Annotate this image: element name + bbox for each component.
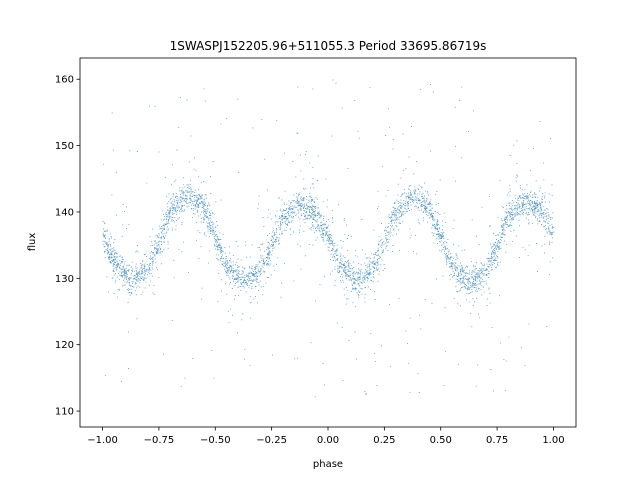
y-tick-label: 120	[55, 340, 74, 351]
y-axis-label: flux	[27, 233, 38, 252]
y-tick-label: 140	[55, 207, 74, 218]
data-points	[102, 79, 555, 398]
x-tick-label: −1.00	[87, 435, 118, 446]
x-axis: −1.00 −0.75 −0.50 −0.25 0.00 0.25 0.50 0.75 1.00	[87, 427, 565, 446]
y-tick-label: 130	[55, 274, 74, 285]
x-tick-label: 0.00	[317, 435, 339, 446]
x-tick-label: 0.75	[486, 435, 508, 446]
chart-title: 1SWASPJ152205.96+511055.3 Period 33695.8…	[170, 39, 487, 53]
x-tick-label: 0.25	[373, 435, 395, 446]
plot-area-frame	[79, 57, 577, 428]
x-axis-label: phase	[313, 459, 343, 470]
scatter-points	[102, 79, 555, 398]
x-tick-label: −0.25	[256, 435, 287, 446]
y-tick-label: 110	[55, 407, 74, 418]
x-tick-label: −0.50	[200, 435, 231, 446]
x-tick-label: 0.50	[430, 435, 452, 446]
x-tick-label: 1.00	[542, 435, 564, 446]
y-tick-label: 160	[55, 75, 74, 86]
y-tick-label: 150	[55, 141, 74, 152]
x-tick-label: −0.75	[144, 435, 175, 446]
y-axis: 110 120 130 140 150 160	[55, 75, 80, 418]
